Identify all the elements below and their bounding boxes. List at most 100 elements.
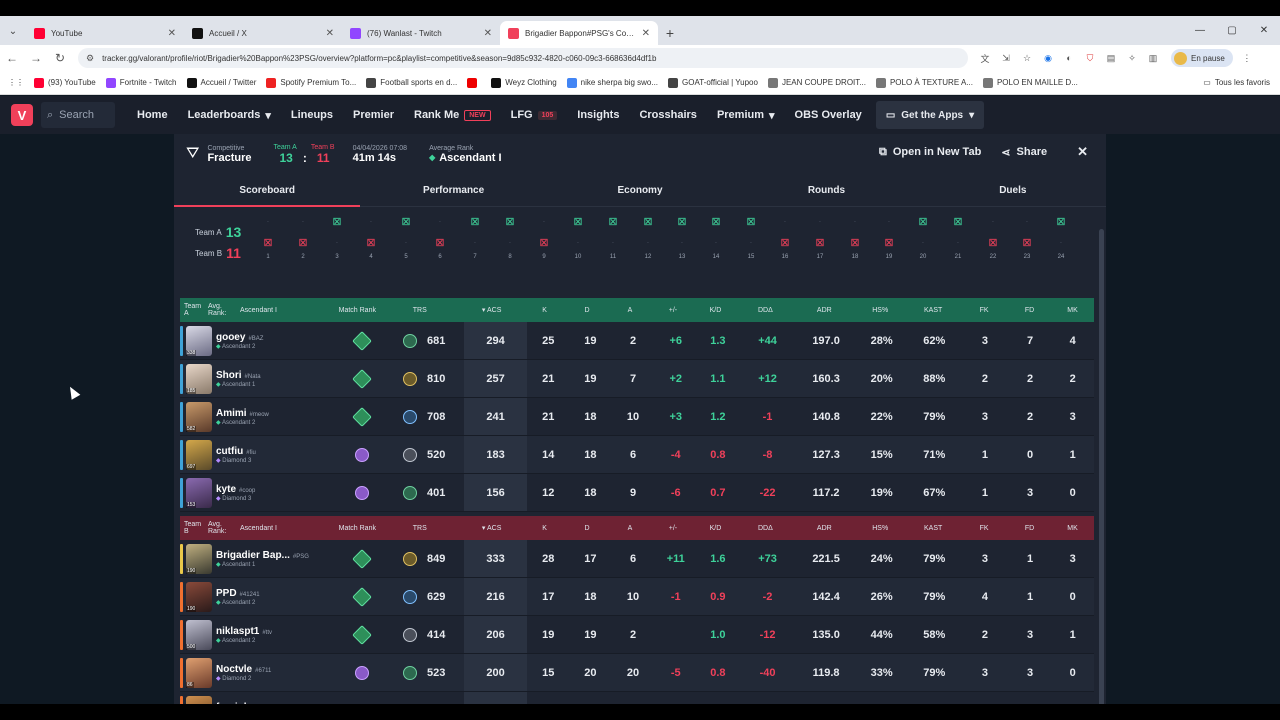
nav-link-insights[interactable]: Insights xyxy=(577,109,619,121)
extension-icon[interactable]: ▤ xyxy=(1106,52,1116,63)
bookmark-item[interactable]: JEAN COUPE DROIT... xyxy=(767,77,866,88)
minimize-button[interactable]: — xyxy=(1195,25,1205,36)
column-match-rank[interactable]: Match Rank xyxy=(338,524,376,532)
install-icon[interactable]: ⇲ xyxy=(1002,52,1010,63)
nav-link-crosshairs[interactable]: Crosshairs xyxy=(639,109,696,121)
table-row[interactable]: 153 kyte #coop ◆ Diamond 3 401 156 12 18 9 -6 0.7-… xyxy=(180,474,1094,512)
column-hs-[interactable]: HS% xyxy=(872,306,889,314)
shield-icon[interactable]: ⛉ xyxy=(1086,52,1094,63)
round-16[interactable]: · ⊠ 16 xyxy=(775,216,795,260)
column-k[interactable]: K xyxy=(542,524,547,532)
table-row[interactable]: 185 Shori #Nata ◆ Ascendant 1 810 257 21 19 7 +2 1… xyxy=(180,360,1094,398)
nav-link-lfg[interactable]: LFG 105 xyxy=(511,109,558,121)
tab-performance[interactable]: Performance xyxy=(423,184,485,196)
round-3[interactable]: ⊠ · 3 xyxy=(327,216,347,260)
column-k-d[interactable]: K/D xyxy=(709,524,722,532)
tab-close-icon[interactable]: ✕ xyxy=(641,27,650,39)
player-name[interactable]: Amimi xyxy=(215,408,247,419)
column-d[interactable]: D xyxy=(584,306,590,314)
player-name[interactable]: Brigadier Bap... xyxy=(215,550,290,561)
player-name[interactable]: PPD xyxy=(215,588,237,599)
search-input[interactable]: ⌕ Search xyxy=(41,102,115,128)
player-cell[interactable]: feroinho#ttv◆ Diamond 3 xyxy=(185,695,340,704)
table-row[interactable]: 86 Noctvle #6711 ◆ Diamond 2 523 200 15 20 20 -5 0… xyxy=(180,654,1094,692)
column-adr[interactable]: ADR xyxy=(816,306,832,314)
table-row[interactable]: feroinho#ttv◆ Diamond 3324160131910-60.7… xyxy=(180,692,1094,704)
column-acs[interactable]: ▾ ACS xyxy=(460,524,524,532)
column-dd-[interactable]: DDΔ xyxy=(757,524,773,532)
round-14[interactable]: ⊠ · 14 xyxy=(706,216,726,260)
all-bookmarks-button[interactable]: ▭ Tous les favoris xyxy=(1203,78,1270,87)
column-trs[interactable]: TRS xyxy=(412,524,427,532)
round-11[interactable]: ⊠ · 11 xyxy=(603,216,623,260)
player-name[interactable]: Shori xyxy=(215,370,242,381)
column-fd[interactable]: FD xyxy=(1024,524,1035,532)
column-acs[interactable]: ▾ ACS xyxy=(460,306,524,314)
site-info-icon[interactable]: ⚙ xyxy=(86,52,95,63)
player-name[interactable]: Noctvle xyxy=(215,664,253,675)
extension-icon[interactable]: ◉ xyxy=(1044,52,1052,63)
column-fk[interactable]: FK xyxy=(979,524,989,532)
column-k[interactable]: K xyxy=(542,306,547,314)
address-bar[interactable]: ⚙ tracker.gg/valorant/profile/riot/Briga… xyxy=(78,48,968,68)
column-d[interactable]: D xyxy=(584,524,590,532)
close-window-button[interactable]: ✕ xyxy=(1259,25,1269,36)
column-adr[interactable]: ADR xyxy=(816,524,832,532)
round-21[interactable]: ⊠ · 21 xyxy=(948,216,968,260)
column-kast[interactable]: KAST xyxy=(924,306,943,314)
player-name[interactable]: niklaspt1 xyxy=(215,626,260,637)
bookmark-item[interactable]: Weyz Clothing xyxy=(491,77,557,88)
player-cell[interactable]: 697 cutfiu #fiu ◆ Diamond 3 xyxy=(185,439,340,470)
back-button[interactable]: ← xyxy=(6,51,18,65)
forward-button[interactable]: → xyxy=(30,51,42,65)
bookmark-item[interactable]: Accueil / Twitter xyxy=(186,77,256,88)
round-23[interactable]: · ⊠ 23 xyxy=(1017,216,1037,260)
puzzle-icon[interactable]: ✧ xyxy=(1128,52,1136,63)
round-22[interactable]: · ⊠ 22 xyxy=(983,216,1003,260)
reload-button[interactable]: ↻ xyxy=(54,51,66,65)
round-5[interactable]: ⊠ · 5 xyxy=(396,216,416,260)
table-row[interactable]: 338 gooey #BAZ ◆ Ascendant 2 681 294 25 19 2 +6 1.… xyxy=(180,322,1094,360)
player-name[interactable]: kyte xyxy=(215,484,236,495)
browser-tab[interactable]: Brigadier Bappon#PSG's Compe... ✕ xyxy=(500,21,658,45)
column-mk[interactable]: MK xyxy=(1067,306,1078,314)
column-fd[interactable]: FD xyxy=(1024,306,1035,314)
round-18[interactable]: · ⊠ 18 xyxy=(845,216,865,260)
round-10[interactable]: ⊠ · 10 xyxy=(568,216,588,260)
round-13[interactable]: ⊠ · 13 xyxy=(672,216,692,260)
round-9[interactable]: · ⊠ 9 xyxy=(534,216,554,260)
round-17[interactable]: · ⊠ 17 xyxy=(810,216,830,260)
tab-close-icon[interactable]: ✕ xyxy=(325,27,334,39)
bookmark-item[interactable] xyxy=(467,77,481,88)
tracker-logo-icon[interactable]: V xyxy=(11,104,33,126)
player-cell[interactable]: 500 niklaspt1 #ttv ◆ Ascendant 2 xyxy=(185,619,340,650)
column-dd-[interactable]: DDΔ xyxy=(757,306,773,314)
bookmark-item[interactable]: Spotify Premium To... xyxy=(266,77,356,88)
tab-economy[interactable]: Economy xyxy=(617,184,663,196)
round-12[interactable]: ⊠ · 12 xyxy=(638,216,658,260)
column-match-rank[interactable]: Match Rank xyxy=(338,306,376,314)
player-cell[interactable]: 185 Shori #Nata ◆ Ascendant 1 xyxy=(185,363,340,394)
round-15[interactable]: ⊠ · 15 xyxy=(741,216,761,260)
round-8[interactable]: ⊠ · 8 xyxy=(500,216,520,260)
nav-link-obs-overlay[interactable]: OBS Overlay xyxy=(795,109,862,121)
player-name[interactable]: gooey xyxy=(215,332,246,343)
get-apps-button[interactable]: ▭ Get the Apps ▾ xyxy=(875,101,985,129)
tab-close-icon[interactable]: ✕ xyxy=(483,27,492,39)
menu-icon[interactable]: ⋮ xyxy=(1242,52,1252,63)
column--[interactable]: +/- xyxy=(668,524,678,532)
browser-tab[interactable]: Accueil / X ✕ xyxy=(184,21,342,45)
bookmark-item[interactable]: (93) YouTube xyxy=(34,77,96,88)
tab-close-icon[interactable]: ✕ xyxy=(167,27,176,39)
round-24[interactable]: ⊠ · 24 xyxy=(1051,216,1071,260)
round-2[interactable]: · ⊠ 2 xyxy=(293,216,313,260)
bookmark-item[interactable]: nike sherpa big swo... xyxy=(566,77,658,88)
round-1[interactable]: · ⊠ 1 xyxy=(258,216,278,260)
column-a[interactable]: A xyxy=(627,306,633,314)
column--[interactable]: +/- xyxy=(668,306,678,314)
browser-tab[interactable]: YouTube ✕ xyxy=(26,21,184,45)
round-19[interactable]: · ⊠ 19 xyxy=(879,216,899,260)
table-row[interactable]: 582 Amimi #meow ◆ Ascendant 2 708 241 21 18 10 +3… xyxy=(180,398,1094,436)
table-row[interactable]: 697 cutfiu #fiu ◆ Diamond 3 520 183 14 18 6 -4 0.8… xyxy=(180,436,1094,474)
player-name[interactable]: cutfiu xyxy=(215,446,244,457)
